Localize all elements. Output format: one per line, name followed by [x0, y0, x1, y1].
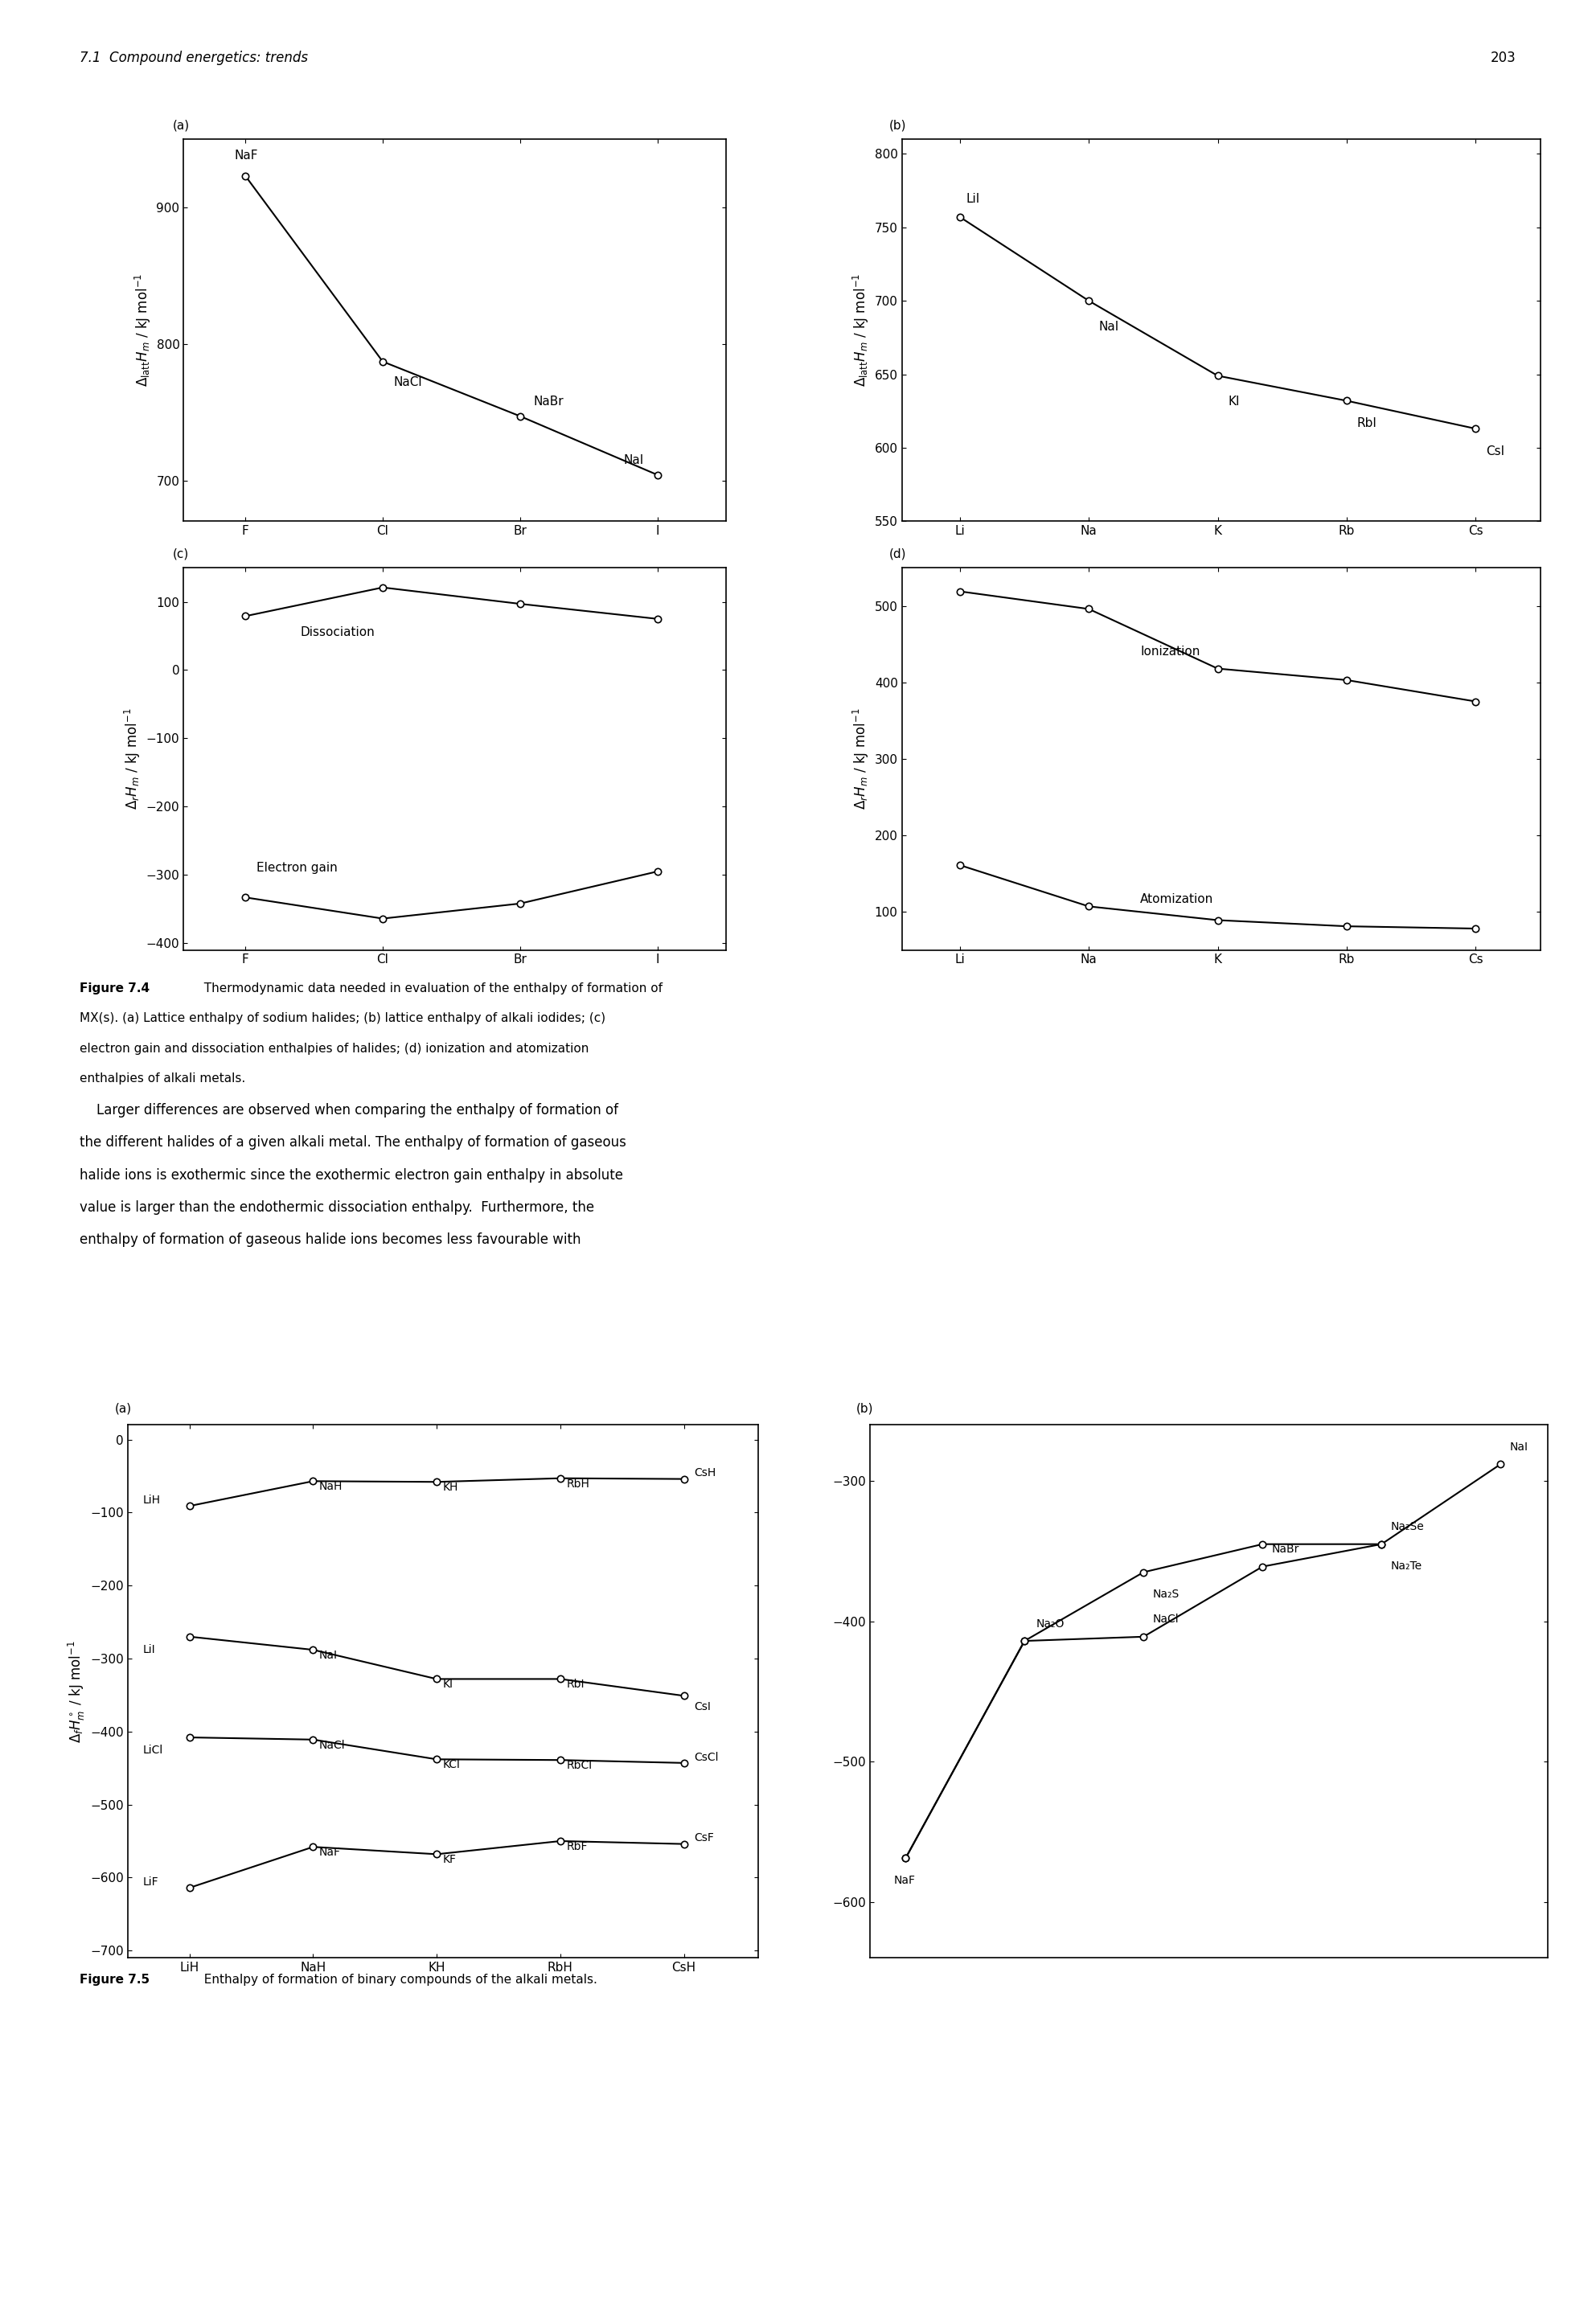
Text: NaI: NaI: [1510, 1441, 1529, 1453]
Text: NaF: NaF: [894, 1874, 916, 1886]
Y-axis label: $\Delta_f H^\circ_m$ / kJ mol$^{-1}$: $\Delta_f H^\circ_m$ / kJ mol$^{-1}$: [67, 1640, 86, 1742]
Text: enthalpies of alkali metals.: enthalpies of alkali metals.: [80, 1073, 246, 1084]
Text: NaBr: NaBr: [533, 396, 563, 408]
Text: NaI: NaI: [622, 454, 643, 466]
Text: NaCl: NaCl: [319, 1740, 345, 1752]
Text: LiI: LiI: [142, 1645, 155, 1654]
Text: (a): (a): [115, 1402, 132, 1413]
Text: Dissociation: Dissociation: [300, 626, 375, 639]
Text: NaI: NaI: [319, 1650, 338, 1661]
Text: (a): (a): [172, 118, 190, 132]
Text: Na₂Se: Na₂Se: [1392, 1522, 1425, 1532]
Text: RbF: RbF: [567, 1842, 587, 1851]
Text: (c): (c): [172, 547, 188, 561]
Y-axis label: $\Delta_{\rm latt}H_m$ / kJ mol$^{-1}$: $\Delta_{\rm latt}H_m$ / kJ mol$^{-1}$: [852, 273, 871, 387]
Text: NaF: NaF: [319, 1847, 342, 1858]
Text: electron gain and dissociation enthalpies of halides; (d) ionization and atomiza: electron gain and dissociation enthalpie…: [80, 1043, 589, 1054]
Text: Electron gain: Electron gain: [257, 862, 337, 874]
Text: LiF: LiF: [142, 1877, 158, 1888]
Text: Figure 7.4: Figure 7.4: [80, 982, 150, 994]
Text: halide ions is exothermic since the exothermic electron gain enthalpy in absolut: halide ions is exothermic since the exot…: [80, 1168, 624, 1182]
Text: Ionization: Ionization: [1140, 646, 1200, 658]
Text: Figure 7.5: Figure 7.5: [80, 1974, 150, 1986]
Text: KI: KI: [444, 1680, 453, 1689]
Text: KCl: KCl: [444, 1759, 461, 1770]
Text: (d): (d): [889, 547, 907, 561]
Text: KF: KF: [444, 1854, 456, 1865]
Text: Enthalpy of formation of binary compounds of the alkali metals.: Enthalpy of formation of binary compound…: [196, 1974, 597, 1986]
Text: (b): (b): [857, 1402, 873, 1413]
Text: LiCl: LiCl: [142, 1745, 163, 1756]
Text: Na₂Te: Na₂Te: [1392, 1562, 1422, 1571]
Text: Larger differences are observed when comparing the enthalpy of formation of: Larger differences are observed when com…: [80, 1103, 619, 1117]
Text: RbI: RbI: [567, 1680, 584, 1689]
Text: Atomization: Atomization: [1140, 892, 1213, 906]
Text: KI: KI: [1227, 396, 1240, 408]
Text: LiH: LiH: [142, 1494, 160, 1506]
Text: NaI: NaI: [1100, 320, 1119, 334]
Text: CsCl: CsCl: [694, 1752, 718, 1763]
Text: CsI: CsI: [694, 1701, 710, 1712]
Text: 7.1  Compound energetics: trends: 7.1 Compound energetics: trends: [80, 51, 308, 65]
Text: RbH: RbH: [567, 1478, 589, 1490]
Text: enthalpy of formation of gaseous halide ions becomes less favourable with: enthalpy of formation of gaseous halide …: [80, 1233, 581, 1247]
Text: Na₂O: Na₂O: [1036, 1617, 1065, 1629]
Text: (b): (b): [889, 118, 907, 132]
Y-axis label: $\Delta_r H_m$ / kJ mol$^{-1}$: $\Delta_r H_m$ / kJ mol$^{-1}$: [123, 709, 142, 809]
Text: MX(s). (a) Lattice enthalpy of sodium halides; (b) lattice enthalpy of alkali io: MX(s). (a) Lattice enthalpy of sodium ha…: [80, 1013, 606, 1024]
Text: LiI: LiI: [966, 192, 980, 204]
Text: CsH: CsH: [694, 1467, 715, 1478]
Text: CsI: CsI: [1486, 445, 1505, 456]
Text: RbCl: RbCl: [567, 1761, 592, 1770]
Text: NaF: NaF: [235, 151, 259, 162]
Text: Na₂S: Na₂S: [1152, 1589, 1179, 1599]
Text: NaCl: NaCl: [394, 375, 423, 389]
Text: NaH: NaH: [319, 1481, 343, 1492]
Text: Thermodynamic data needed in evaluation of the enthalpy of formation of: Thermodynamic data needed in evaluation …: [196, 982, 662, 994]
Text: NaBr: NaBr: [1272, 1543, 1299, 1555]
Text: RbI: RbI: [1357, 417, 1377, 429]
Y-axis label: $\Delta_r H_m$ / kJ mol$^{-1}$: $\Delta_r H_m$ / kJ mol$^{-1}$: [852, 709, 871, 809]
Text: NaCl: NaCl: [1152, 1615, 1179, 1624]
Text: CsF: CsF: [694, 1833, 713, 1844]
Text: KH: KH: [444, 1483, 458, 1492]
Text: value is larger than the endothermic dissociation enthalpy.  Furthermore, the: value is larger than the endothermic dis…: [80, 1200, 594, 1214]
Y-axis label: $\Delta_{\rm latt}H_m$ / kJ mol$^{-1}$: $\Delta_{\rm latt}H_m$ / kJ mol$^{-1}$: [134, 273, 153, 387]
Text: the different halides of a given alkali metal. The enthalpy of formation of gase: the different halides of a given alkali …: [80, 1135, 627, 1149]
Text: 203: 203: [1491, 51, 1516, 65]
